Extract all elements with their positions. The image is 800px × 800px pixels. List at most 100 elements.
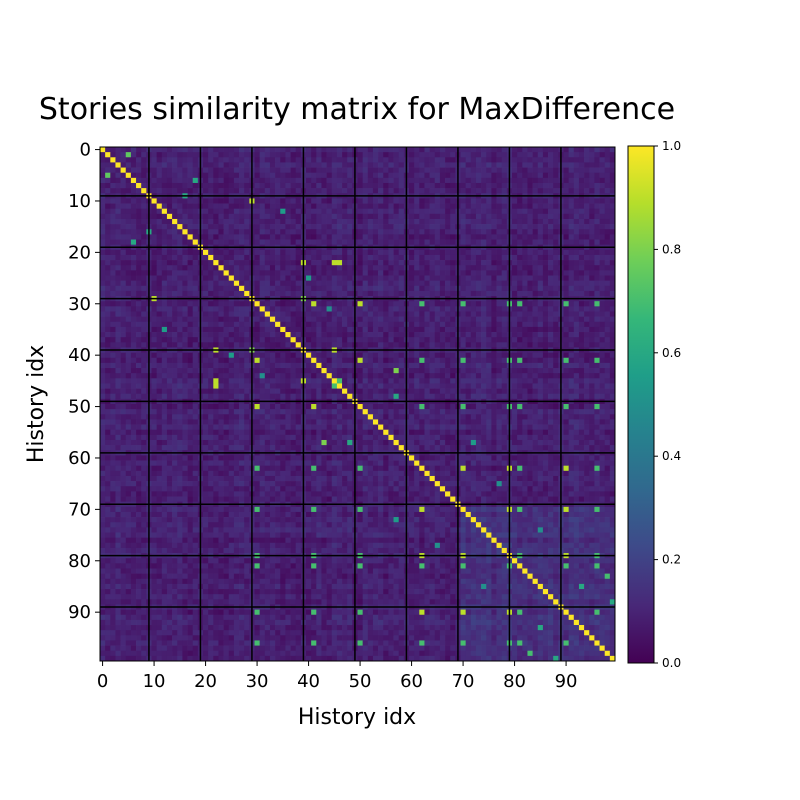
- heatmap-cell: [213, 383, 219, 389]
- heatmap-cell: [269, 306, 276, 312]
- heatmap-cell: [604, 218, 611, 225]
- heatmap-cell: [553, 203, 559, 210]
- heatmap-cell: [347, 198, 353, 204]
- heatmap-cell: [450, 280, 456, 287]
- heatmap-cell: [393, 306, 400, 312]
- heatmap-cell: [450, 157, 456, 163]
- heatmap-cell: [527, 234, 533, 240]
- heatmap-cell: [362, 147, 369, 153]
- heatmap-cell: [166, 373, 173, 379]
- heatmap-cell: [527, 239, 533, 246]
- heatmap-cell: [275, 342, 281, 348]
- heatmap-cell: [378, 265, 384, 271]
- heatmap-cell: [594, 229, 600, 235]
- heatmap-cell: [589, 337, 595, 343]
- heatmap-cell: [342, 224, 348, 230]
- heatmap-cell: [475, 311, 482, 317]
- heatmap-cell: [136, 213, 142, 220]
- heatmap-cell: [295, 188, 302, 194]
- heatmap-cell: [136, 167, 142, 174]
- heatmap-cell: [336, 249, 343, 256]
- heatmap-cell: [357, 280, 363, 287]
- heatmap-cell: [465, 167, 472, 174]
- heatmap-cell: [182, 254, 188, 261]
- heatmap-cell: [172, 280, 178, 287]
- heatmap-cell: [537, 368, 544, 374]
- heatmap-cell: [357, 172, 363, 179]
- heatmap-cell: [280, 265, 286, 271]
- heatmap-cell: [316, 332, 322, 338]
- heatmap-cell: [589, 383, 595, 389]
- heatmap-cell: [604, 260, 611, 266]
- heatmap-cell: [295, 352, 302, 359]
- heatmap-cell: [537, 249, 544, 256]
- heatmap-cell: [419, 316, 425, 323]
- heatmap-cell: [424, 311, 430, 317]
- heatmap-cell: [264, 270, 271, 276]
- heatmap-cell: [594, 234, 600, 240]
- heatmap-cell: [609, 285, 616, 292]
- heatmap-cell: [568, 352, 575, 359]
- heatmap-cell: [326, 157, 333, 163]
- heatmap-cell: [414, 224, 420, 230]
- heatmap-cell: [336, 224, 343, 230]
- heatmap-cell: [604, 249, 611, 256]
- heatmap-cell: [223, 378, 230, 384]
- heatmap-cell: [383, 182, 389, 189]
- heatmap-cell: [223, 316, 230, 323]
- heatmap-cell: [445, 357, 451, 364]
- heatmap-cell: [486, 357, 492, 364]
- heatmap-cell: [512, 188, 518, 194]
- heatmap-cell: [244, 337, 250, 343]
- heatmap-cell: [512, 342, 518, 348]
- heatmap-cell: [177, 254, 183, 261]
- heatmap-cell: [378, 280, 384, 287]
- heatmap-cell: [568, 188, 575, 194]
- heatmap-cell: [130, 352, 137, 359]
- heatmap-cell: [393, 388, 400, 395]
- heatmap-cell: [182, 306, 188, 312]
- heatmap-cell: [357, 306, 363, 312]
- heatmap-cell: [259, 203, 266, 210]
- heatmap-cell: [357, 239, 363, 246]
- heatmap-cell: [172, 203, 178, 210]
- heatmap-cell: [568, 167, 575, 174]
- heatmap-cell: [475, 362, 482, 369]
- heatmap-cell: [537, 224, 544, 230]
- heatmap-cell: [105, 311, 111, 317]
- heatmap-cell: [465, 270, 472, 276]
- heatmap-cell: [553, 218, 559, 225]
- heatmap-cell: [347, 301, 353, 307]
- heatmap-cell: [419, 203, 425, 210]
- heatmap-cell: [532, 203, 539, 210]
- heatmap-cell: [522, 229, 528, 235]
- heatmap-cell: [501, 203, 508, 210]
- heatmap-cell: [512, 285, 518, 292]
- heatmap-cell: [372, 332, 379, 338]
- heatmap-cell: [285, 388, 291, 395]
- heatmap-cell: [136, 311, 142, 317]
- heatmap-cell: [280, 147, 286, 153]
- heatmap-cell: [110, 177, 116, 184]
- heatmap-cell: [481, 342, 487, 348]
- heatmap-cell: [563, 270, 569, 276]
- heatmap-cell: [228, 326, 235, 333]
- heatmap-cell: [589, 368, 595, 374]
- heatmap-cell: [517, 326, 523, 333]
- heatmap-cell: [285, 378, 291, 384]
- heatmap-cell: [378, 167, 384, 174]
- heatmap-cell: [208, 218, 214, 225]
- heatmap-cell: [223, 260, 230, 266]
- heatmap-cell: [269, 326, 276, 333]
- heatmap-cell: [223, 326, 230, 333]
- heatmap-cell: [434, 182, 441, 189]
- heatmap-cell: [290, 213, 297, 220]
- heatmap-cell: [439, 182, 446, 189]
- heatmap-cell: [161, 311, 168, 317]
- heatmap-cell: [563, 321, 569, 328]
- heatmap-cell: [445, 368, 451, 374]
- heatmap-cell: [537, 260, 544, 266]
- heatmap-cell: [496, 157, 503, 163]
- heatmap-cell: [239, 198, 245, 204]
- heatmap-cell: [367, 260, 374, 266]
